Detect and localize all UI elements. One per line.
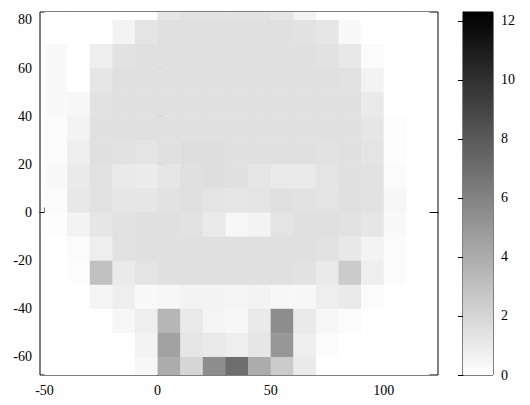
svg-text:-50: -50 [35,383,54,398]
svg-text:-40: -40 [13,301,32,316]
svg-text:10: 10 [501,72,515,87]
svg-text:100: 100 [373,383,394,398]
svg-text:60: 60 [18,61,32,76]
svg-text:0: 0 [25,205,32,220]
svg-text:0: 0 [501,368,508,383]
svg-text:0: 0 [154,383,161,398]
svg-text:2: 2 [501,308,508,323]
svg-text:80: 80 [18,12,32,27]
svg-text:-60: -60 [13,349,32,364]
svg-text:50: 50 [264,383,278,398]
svg-text:8: 8 [501,131,508,146]
svg-text:6: 6 [501,190,508,205]
svg-text:12: 12 [501,13,515,28]
svg-text:4: 4 [501,249,508,264]
svg-text:20: 20 [18,157,32,172]
svg-text:-20: -20 [13,253,32,268]
svg-text:40: 40 [18,109,32,124]
